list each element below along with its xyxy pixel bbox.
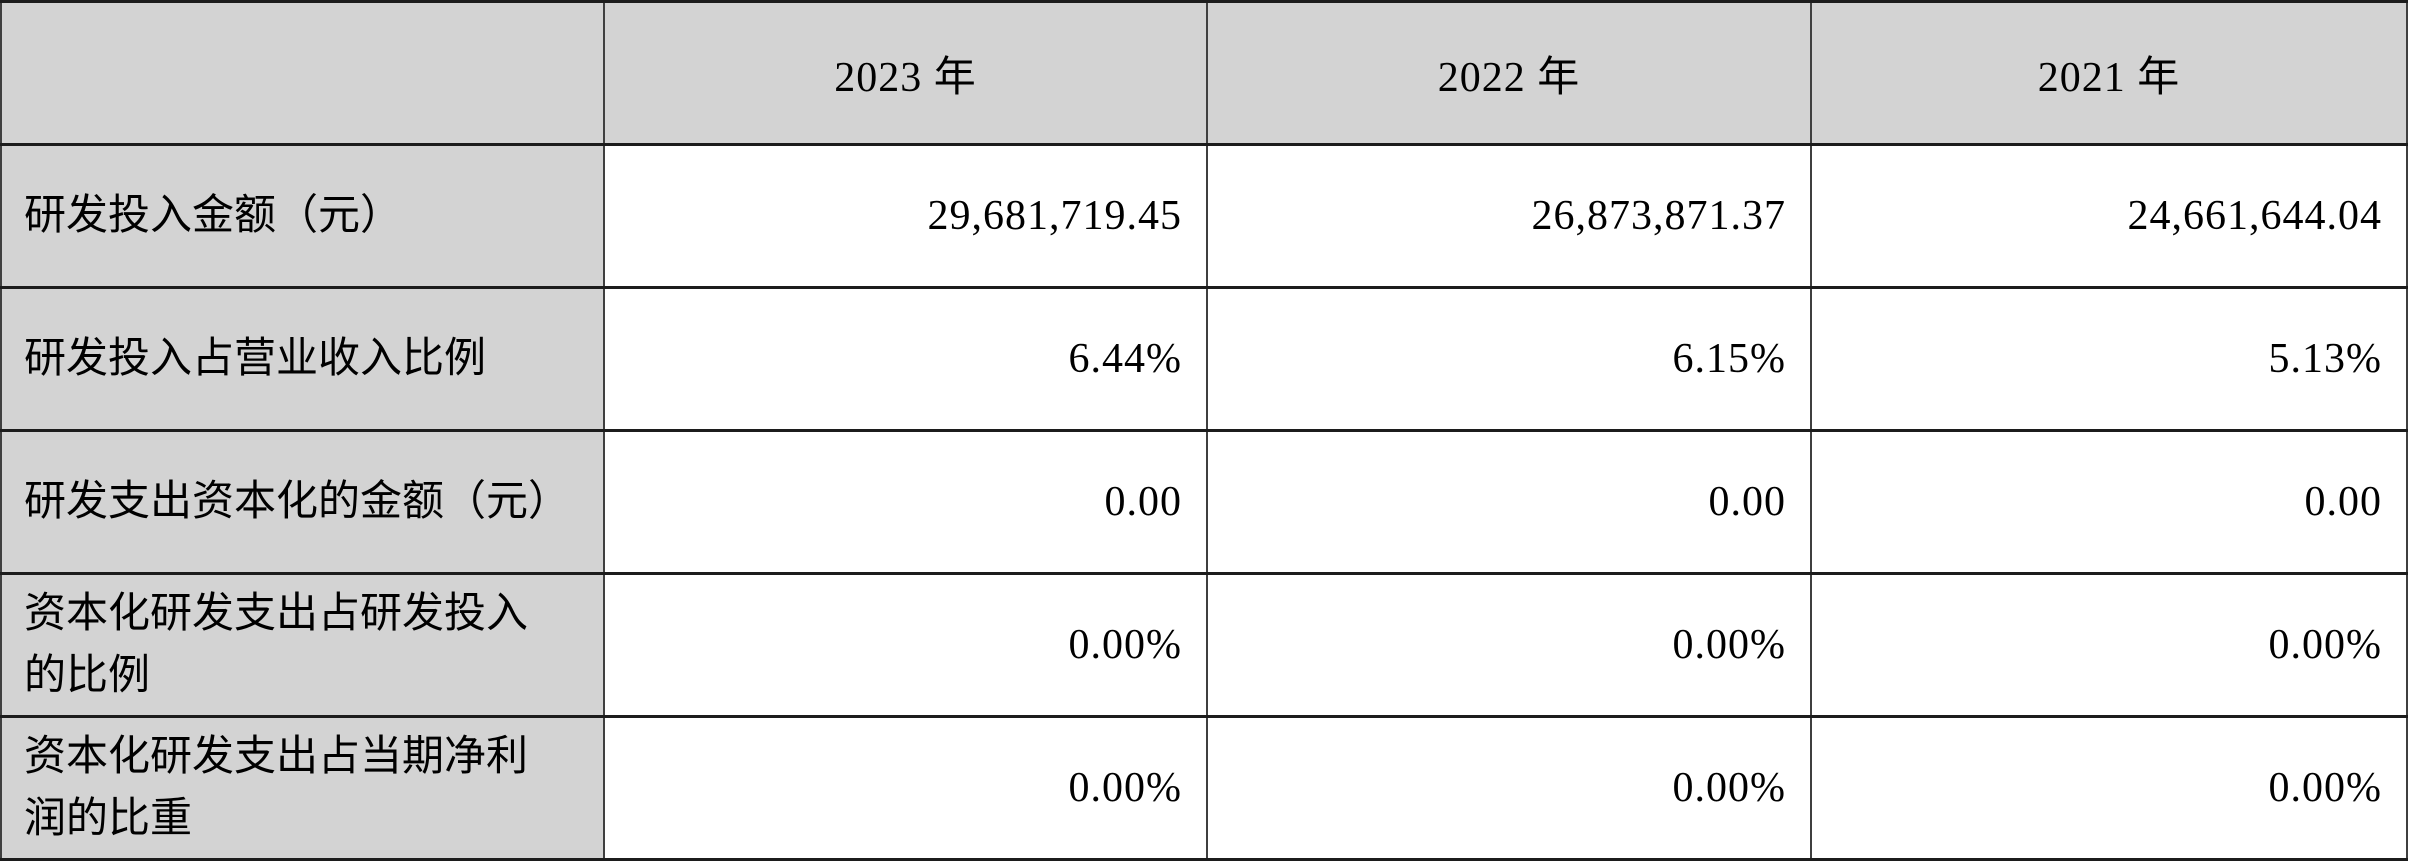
row-label: 资本化研发支出占研发投入的比例: [0, 572, 605, 718]
row-label: 研发支出资本化的金额（元）: [0, 429, 605, 575]
value-cell-2021: 0.00%: [1810, 715, 2408, 861]
header-row: 2023 年 2022 年 2021 年: [0, 0, 2408, 146]
value-cell-2022: 0.00%: [1206, 572, 1812, 718]
year-header-2023: 2023 年: [603, 0, 1208, 146]
value-cell-2023: 29,681,719.45: [603, 143, 1208, 289]
row-label: 研发投入金额（元）: [0, 143, 605, 289]
table-row-capitalized-rd-of-rd-ratio: 资本化研发支出占研发投入的比例 0.00% 0.00% 0.00%: [0, 572, 2408, 718]
value-cell-2022: 6.15%: [1206, 286, 1812, 432]
value-cell-2023: 0.00: [603, 429, 1208, 575]
value-cell-2021: 0.00: [1810, 429, 2408, 575]
value-cell-2021: 24,661,644.04: [1810, 143, 2408, 289]
table-row-rd-revenue-ratio: 研发投入占营业收入比例 6.44% 6.15% 5.13%: [0, 286, 2408, 432]
value-cell-2023: 6.44%: [603, 286, 1208, 432]
corner-cell: [0, 0, 605, 146]
value-cell-2022: 26,873,871.37: [1206, 143, 1812, 289]
value-cell-2022: 0.00%: [1206, 715, 1812, 861]
value-cell-2021: 5.13%: [1810, 286, 2408, 432]
row-label: 研发投入占营业收入比例: [0, 286, 605, 432]
value-cell-2021: 0.00%: [1810, 572, 2408, 718]
row-label: 资本化研发支出占当期净利润的比重: [0, 715, 605, 861]
table-row-capitalized-rd-amount: 研发支出资本化的金额（元） 0.00 0.00 0.00: [0, 429, 2408, 575]
value-cell-2023: 0.00%: [603, 715, 1208, 861]
year-header-2021: 2021 年: [1810, 0, 2408, 146]
value-cell-2023: 0.00%: [603, 572, 1208, 718]
value-cell-2022: 0.00: [1206, 429, 1812, 575]
year-header-2022: 2022 年: [1206, 0, 1812, 146]
table-row-capitalized-rd-of-net-profit-ratio: 资本化研发支出占当期净利润的比重 0.00% 0.00% 0.00%: [0, 715, 2408, 861]
table-row-rd-investment-amount: 研发投入金额（元） 29,681,719.45 26,873,871.37 24…: [0, 143, 2408, 289]
